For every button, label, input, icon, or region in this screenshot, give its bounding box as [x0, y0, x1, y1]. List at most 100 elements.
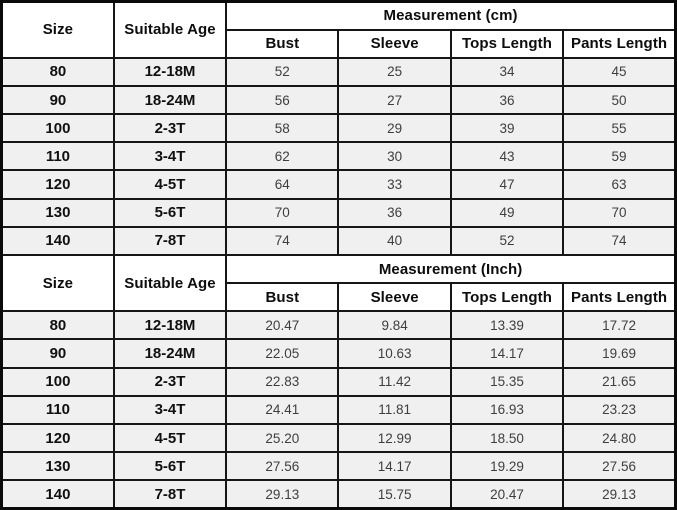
- age-cell: 7-8T: [112, 479, 228, 510]
- sleeve-value-cell: 14.17: [337, 451, 452, 482]
- tops-length-value-cell: 49: [449, 197, 565, 228]
- pants-length-value-cell: 70: [562, 197, 677, 228]
- table-row: 140 7-8T 74 40 52 74: [0, 225, 677, 257]
- size-cell: 130: [0, 451, 115, 482]
- cm-section: Size Suitable Age Measurement (cm) Bust …: [0, 0, 677, 257]
- pants-length-value-cell: 55: [562, 113, 677, 144]
- size-cell: 90: [0, 338, 115, 369]
- bust-value-cell: 22.83: [225, 366, 340, 397]
- size-cell: 100: [0, 113, 115, 144]
- pants-length-value-cell: 74: [562, 225, 677, 257]
- pants-length-value-cell: 23.23: [562, 394, 677, 425]
- table-row: 130 5-6T 27.56 14.17 19.29 27.56: [0, 451, 677, 482]
- age-cell: 4-5T: [112, 169, 228, 200]
- bust-value-cell: 74: [225, 225, 340, 257]
- tops-length-value-cell: 19.29: [449, 451, 565, 482]
- tops-length-value-cell: 20.47: [449, 479, 565, 510]
- sleeve-value-cell: 27: [337, 84, 452, 116]
- table-row: 140 7-8T 29.13 15.75 20.47 29.13: [0, 479, 677, 510]
- sleeve-value-cell: 11.42: [337, 366, 452, 397]
- table-row: 90 18-24M 56 27 36 50: [0, 84, 677, 116]
- pants-length-value-cell: 29.13: [562, 479, 677, 510]
- inch-header-row-2: Bust Sleeve Tops Length Pants Length: [2, 282, 677, 313]
- size-cell: 100: [0, 366, 115, 397]
- sleeve-value-cell: 36: [337, 197, 452, 228]
- age-cell: 2-3T: [112, 366, 228, 397]
- size-cell: 120: [0, 169, 115, 200]
- bust-value-cell: 52: [225, 56, 340, 87]
- size-column-header: Size: [0, 253, 115, 313]
- size-cell: 80: [0, 56, 115, 87]
- age-cell: 12-18M: [112, 56, 228, 87]
- pants-length-column-header: Pants Length: [562, 28, 677, 59]
- size-cell: 130: [0, 197, 115, 228]
- bust-value-cell: 22.05: [225, 338, 340, 369]
- age-cell: 3-4T: [112, 394, 228, 425]
- size-cell: 140: [0, 479, 115, 510]
- table-row: 120 4-5T 25.20 12.99 18.50 24.80: [0, 422, 677, 454]
- pants-length-value-cell: 17.72: [562, 310, 677, 341]
- bust-value-cell: 25.20: [225, 422, 340, 454]
- pants-length-value-cell: 50: [562, 84, 677, 116]
- tops-length-value-cell: 34: [449, 56, 565, 87]
- tops-length-value-cell: 15.35: [449, 366, 565, 397]
- table-row: 130 5-6T 70 36 49 70: [0, 197, 677, 228]
- size-column-header: Size: [0, 0, 115, 59]
- bust-value-cell: 27.56: [225, 451, 340, 482]
- bust-value-cell: 56: [225, 84, 340, 116]
- sleeve-column-header: Sleeve: [337, 282, 452, 313]
- tops-length-column-header: Tops Length: [449, 28, 565, 59]
- size-cell: 140: [0, 225, 115, 257]
- bust-value-cell: 64: [225, 169, 340, 200]
- tops-length-value-cell: 39: [449, 113, 565, 144]
- bust-value-cell: 29.13: [225, 479, 340, 510]
- age-cell: 12-18M: [112, 310, 228, 341]
- bust-value-cell: 70: [225, 197, 340, 228]
- sleeve-value-cell: 29: [337, 113, 452, 144]
- tops-length-value-cell: 47: [449, 169, 565, 200]
- sleeve-column-header: Sleeve: [337, 28, 452, 59]
- age-cell: 18-24M: [112, 84, 228, 116]
- size-cell: 80: [0, 310, 115, 341]
- suitable-age-column-header: Suitable Age: [112, 253, 228, 313]
- pants-length-value-cell: 21.65: [562, 366, 677, 397]
- age-cell: 5-6T: [112, 197, 228, 228]
- sleeve-value-cell: 33: [337, 169, 452, 200]
- table-row: 100 2-3T 22.83 11.42 15.35 21.65: [0, 366, 677, 397]
- inch-section: Size Suitable Age Measurement (Inch) Bus…: [0, 253, 677, 510]
- tops-length-value-cell: 16.93: [449, 394, 565, 425]
- pants-length-value-cell: 24.80: [562, 422, 677, 454]
- size-cell: 120: [0, 422, 115, 454]
- sleeve-value-cell: 10.63: [337, 338, 452, 369]
- age-cell: 3-4T: [112, 141, 228, 172]
- pants-length-value-cell: 27.56: [562, 451, 677, 482]
- pants-length-value-cell: 19.69: [562, 338, 677, 369]
- age-cell: 7-8T: [112, 225, 228, 257]
- table-row: 80 12-18M 20.47 9.84 13.39 17.72: [0, 310, 677, 341]
- sleeve-value-cell: 15.75: [337, 479, 452, 510]
- table-row: 80 12-18M 52 25 34 45: [0, 56, 677, 87]
- sleeve-value-cell: 11.81: [337, 394, 452, 425]
- pants-length-value-cell: 45: [562, 56, 677, 87]
- bust-column-header: Bust: [225, 28, 340, 59]
- tops-length-value-cell: 36: [449, 84, 565, 116]
- size-cell: 110: [0, 141, 115, 172]
- pants-length-value-cell: 59: [562, 141, 677, 172]
- tops-length-value-cell: 52: [449, 225, 565, 257]
- tops-length-value-cell: 13.39: [449, 310, 565, 341]
- age-cell: 5-6T: [112, 451, 228, 482]
- size-cell: 90: [0, 84, 115, 116]
- tops-length-value-cell: 14.17: [449, 338, 565, 369]
- table-row: 120 4-5T 64 33 47 63: [0, 169, 677, 200]
- tops-length-value-cell: 18.50: [449, 422, 565, 454]
- table-row: 100 2-3T 58 29 39 55: [0, 113, 677, 144]
- cm-header-row-2: Bust Sleeve Tops Length Pants Length: [2, 28, 677, 59]
- suitable-age-column-header: Suitable Age: [112, 0, 228, 59]
- measurement-inch-header: Measurement (Inch): [225, 253, 677, 285]
- sleeve-value-cell: 9.84: [337, 310, 452, 341]
- measurement-cm-header: Measurement (cm): [225, 0, 677, 31]
- sleeve-value-cell: 40: [337, 225, 452, 257]
- inch-header-row-1: Size Suitable Age Measurement (Inch): [0, 253, 677, 313]
